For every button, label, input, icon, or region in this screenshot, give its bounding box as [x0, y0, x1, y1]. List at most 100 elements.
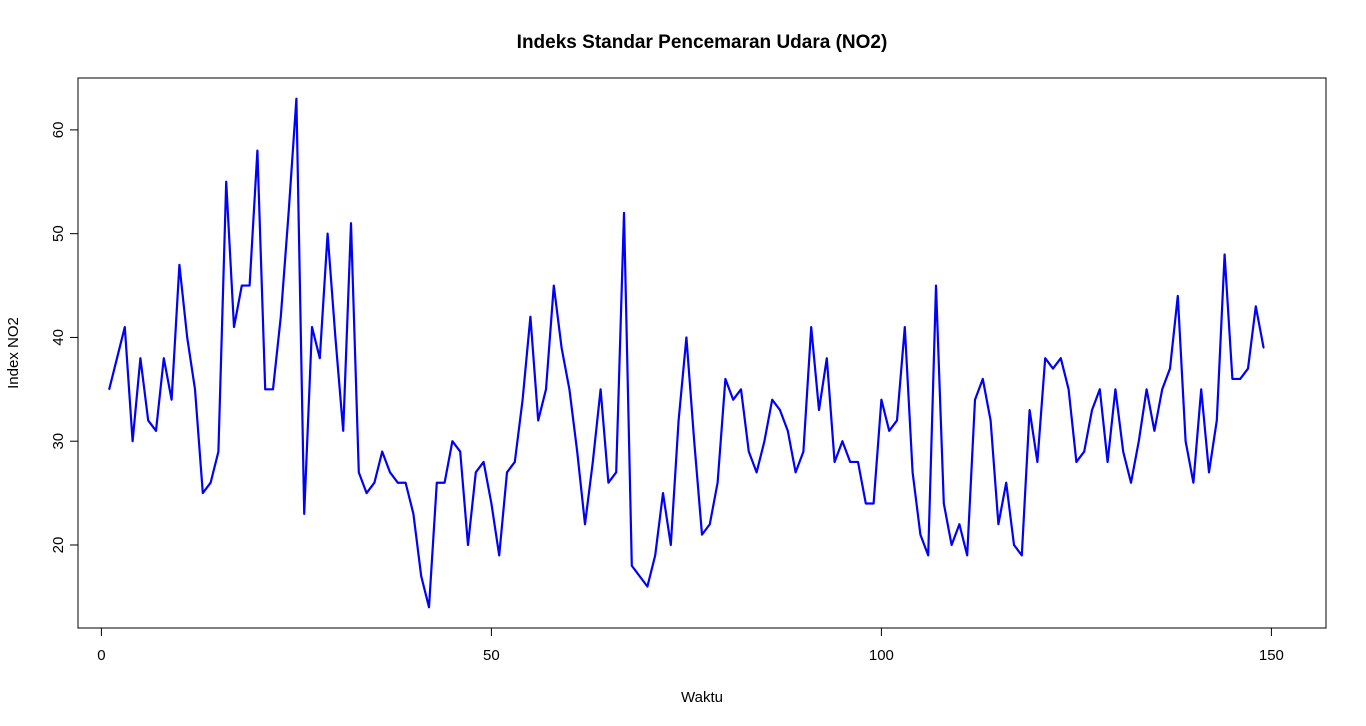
data-point [1247, 367, 1249, 370]
y-axis: 20 30 40 50 60 [50, 122, 79, 553]
data-point [974, 398, 976, 401]
x-tick-label: 0 [97, 647, 105, 664]
data-point [404, 481, 407, 484]
data-point [1099, 388, 1101, 391]
data-point [1106, 461, 1109, 463]
data-point [116, 357, 118, 359]
data-point [943, 502, 945, 505]
data-point [1192, 481, 1195, 484]
data-point [911, 471, 914, 474]
data-point [904, 326, 906, 328]
data-point [716, 481, 719, 484]
data-point [280, 315, 282, 318]
data-point [139, 357, 142, 359]
data-point [927, 554, 929, 557]
data-point [560, 347, 563, 349]
data-point [233, 326, 235, 328]
data-point [888, 430, 890, 432]
data-point [833, 461, 836, 463]
data-point [997, 523, 1000, 526]
data-point [1021, 554, 1023, 557]
data-point [966, 554, 968, 557]
data-point [1130, 481, 1132, 484]
data-point [397, 481, 399, 484]
data-point [1091, 409, 1093, 411]
data-point [389, 471, 391, 474]
x-tick-label: 100 [869, 647, 894, 664]
series-line [108, 97, 1265, 609]
data-point [482, 461, 485, 463]
data-point [451, 440, 454, 443]
data-point [475, 471, 477, 474]
x-tick-label: 150 [1259, 647, 1284, 664]
y-axis-label: Index NO2 [5, 317, 22, 389]
data-point [311, 326, 313, 328]
data-point [147, 419, 149, 422]
data-point [186, 336, 188, 339]
data-point [732, 398, 734, 401]
data-point [919, 533, 922, 536]
data-point [436, 481, 438, 484]
data-point [155, 430, 157, 432]
data-point [498, 554, 501, 557]
data-point [685, 336, 688, 339]
data-point [1005, 481, 1007, 484]
data-point [202, 492, 204, 494]
data-point [896, 419, 898, 422]
data-point [1255, 305, 1257, 308]
data-point [989, 419, 992, 422]
data-point [958, 523, 961, 526]
data-point [763, 440, 766, 443]
data-point [365, 492, 368, 494]
y-tick-label: 60 [50, 122, 67, 139]
data-point [1036, 461, 1039, 463]
data-point [514, 461, 516, 463]
x-axis: 0 50 100 150 [97, 627, 1284, 664]
data-point [693, 440, 695, 443]
chart-title: Indeks Standar Pencemaran Udara (NO2) [517, 32, 888, 53]
data-point [779, 409, 781, 411]
data-point [1067, 388, 1070, 391]
data-point [412, 513, 415, 515]
data-point [1208, 471, 1210, 474]
data-point [849, 461, 851, 463]
data-point [170, 398, 173, 401]
data-point [576, 450, 578, 453]
data-point [872, 502, 875, 505]
data-point [428, 606, 430, 609]
data-point [865, 502, 867, 505]
data-point [818, 409, 820, 411]
data-point [568, 388, 571, 391]
data-point [194, 388, 196, 391]
x-axis-label: Waktu [681, 689, 723, 706]
data-point [771, 398, 773, 401]
data-point [241, 284, 243, 287]
data-point [1075, 461, 1078, 463]
data-point [373, 481, 376, 484]
data-point [108, 388, 110, 391]
y-tick-label: 30 [50, 433, 67, 450]
data-point [1184, 440, 1187, 443]
data-point [163, 357, 165, 359]
data-point [748, 450, 750, 453]
data-point [1145, 388, 1148, 391]
data-point [670, 544, 672, 546]
data-point [654, 554, 656, 557]
data-point [584, 523, 586, 526]
data-point [950, 544, 953, 546]
data-point [631, 564, 633, 567]
data-point [740, 388, 742, 391]
data-point [326, 232, 329, 235]
y-tick-label: 50 [50, 225, 67, 242]
data-point [381, 450, 384, 453]
data-point [638, 575, 641, 577]
data-point [677, 419, 680, 422]
data-point [615, 471, 617, 474]
data-point [1161, 388, 1163, 391]
data-point [810, 326, 812, 328]
data-point [319, 357, 321, 359]
data-point [225, 180, 227, 183]
data-point [607, 481, 610, 484]
data-point [1044, 357, 1046, 359]
